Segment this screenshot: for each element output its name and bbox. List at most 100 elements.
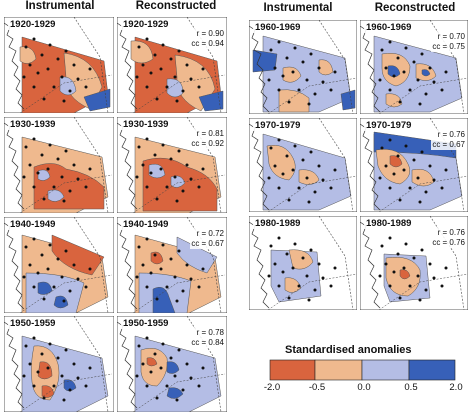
station-dot [24,145,28,149]
station-dot [181,89,185,93]
station-dot [32,85,36,89]
station-dot [169,356,173,360]
legend-title: Standardised anomalies [285,344,412,356]
anomaly-contour-2 [389,155,403,168]
station-dot [36,271,40,275]
statistics-label: r = 0.90 cc = 0.94 [190,29,225,49]
anomaly-contour-3 [278,89,310,113]
state-border [19,174,113,213]
station-dot [141,163,145,167]
anomaly-contour-3 [146,357,158,367]
station-dot [64,49,68,53]
station-dot [418,298,422,302]
station-dot [46,267,50,271]
station-dot [72,263,76,267]
station-dot [48,43,52,47]
station-dot [201,167,205,171]
anomaly-contour-4 [385,93,403,108]
state-border [19,74,113,113]
station-dot [333,168,337,172]
station-dot [88,267,92,271]
station-dot [155,197,159,201]
station-dot [76,177,80,181]
station-dot [388,138,392,142]
station-dot [177,149,181,153]
cc-value: cc = 0.67 [432,140,465,149]
anomaly-contour-3 [411,169,435,187]
anomaly-contour-3 [130,40,154,64]
station-dot [153,53,157,57]
station-dot [165,285,169,289]
station-dot [52,285,56,289]
station-dot [189,77,193,81]
station-dot [317,262,321,266]
map-panel-1930-reconstructed: 1930-1939 r = 0.81 cc = 0.92 [117,117,227,213]
station-dot [388,284,392,288]
anomaly-contour-1 [298,169,320,185]
r-value: r = 0.81 [196,129,224,138]
station-dot [135,374,139,378]
station-dot [169,157,173,161]
station-dot [145,336,149,340]
station-dot [197,384,201,388]
station-dot [155,396,159,400]
station-dot [380,48,384,52]
station-dot [440,284,444,288]
decade-label: 1960-1969 [253,22,303,33]
map-svg [117,217,227,313]
map-svg [4,217,114,313]
station-dot [46,366,50,370]
station-dot [22,175,26,179]
station-dot [333,70,337,74]
station-dot [398,198,402,202]
anomaly-contour-1 [282,66,302,83]
station-dot [48,342,52,346]
station-dot [28,263,32,267]
station-dot [88,67,92,71]
station-dot [428,66,432,70]
map-panel-1920-instrumental: 1920-1929 [4,17,114,113]
station-dot [313,92,317,96]
station-dot [76,77,80,81]
station-dot [412,256,416,260]
station-dot [153,352,157,356]
station-dot [388,236,392,240]
station-dot [68,289,72,293]
station-dot [444,70,448,74]
station-dot [185,63,189,67]
header-instrumental-right: Instrumental [263,2,333,14]
station-dot [444,266,448,270]
state-border [267,273,357,310]
station-dot [175,99,179,103]
anomaly-contour-1 [387,65,401,78]
station-dot [277,88,281,92]
station-dot [305,176,309,180]
station-dot [161,342,165,346]
coastline [360,25,381,113]
station-dot [145,137,149,141]
station-dot [201,67,205,71]
station-dot [159,366,163,370]
station-dot [76,277,80,281]
header-instrumental-left: Instrumental [25,0,95,12]
state-border [132,373,226,412]
station-dot [137,344,141,348]
state-border [132,174,226,213]
station-dot [378,176,382,180]
station-dot [22,75,26,79]
station-dot [185,263,189,267]
statistics-label: r = 0.81 cc = 0.92 [190,129,225,149]
station-dot [404,242,408,246]
map-svg [249,118,357,212]
anomaly-contour-1 [375,149,410,185]
anomaly-contour-2 [83,88,111,112]
map-svg [4,316,114,412]
station-dot [64,249,68,253]
station-dot [161,43,165,47]
station-dot [56,356,60,360]
station-dot [159,167,163,171]
station-dot [60,75,64,79]
station-dot [46,67,50,71]
station-dot [32,285,36,289]
legend-class-1 [269,359,316,381]
